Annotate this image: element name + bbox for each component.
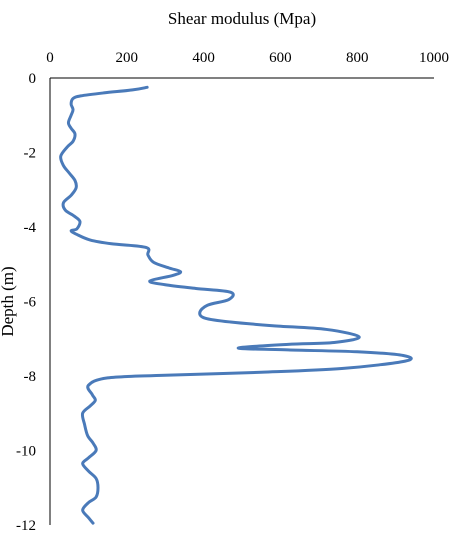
y-tick-label: -2 xyxy=(24,146,37,162)
x-tick-label: 0 xyxy=(46,50,54,66)
x-tick-label: 600 xyxy=(269,50,292,66)
y-tick-label: -10 xyxy=(16,444,36,460)
y-tick-label: 0 xyxy=(29,71,37,87)
x-tick-label: 1000 xyxy=(419,50,449,66)
y-tick-label: -12 xyxy=(16,518,36,534)
x-tick-label: 200 xyxy=(116,50,139,66)
series-layer xyxy=(59,85,413,525)
x-tick-label: 400 xyxy=(192,50,215,66)
axes xyxy=(49,77,434,525)
y-axis-title: Depth (m) xyxy=(0,266,17,336)
y-tick-label: -6 xyxy=(24,295,37,311)
y-tick-label: -8 xyxy=(24,369,37,385)
y-tick-labels: 0 -2 -4 -6 -8 -10 -12 xyxy=(16,71,36,534)
series-line xyxy=(59,85,413,525)
x-tick-label: 800 xyxy=(346,50,369,66)
y-tick-label: -4 xyxy=(24,220,37,236)
x-axis-title: Shear modulus (Mpa) xyxy=(168,9,316,28)
x-tick-labels: 0 200 400 600 800 1000 xyxy=(46,50,449,66)
